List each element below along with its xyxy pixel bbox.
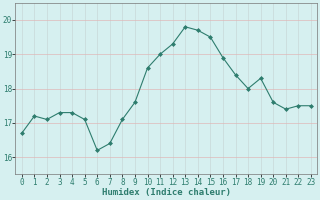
X-axis label: Humidex (Indice chaleur): Humidex (Indice chaleur) <box>102 188 231 197</box>
